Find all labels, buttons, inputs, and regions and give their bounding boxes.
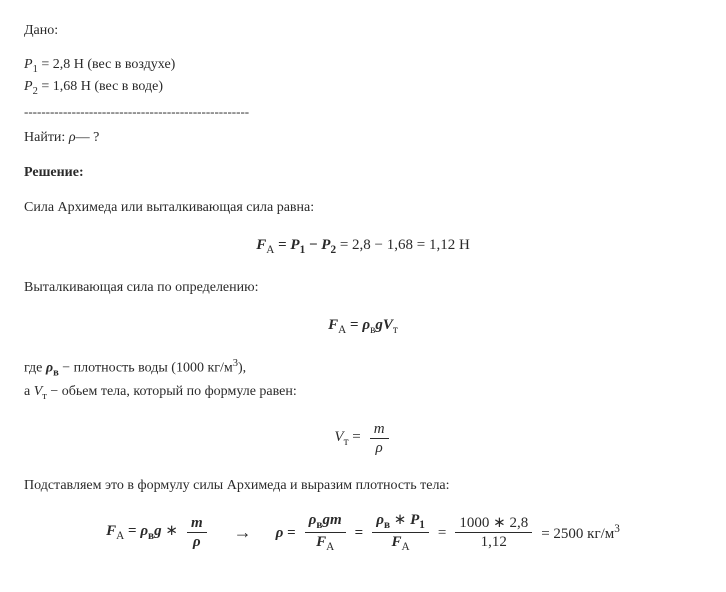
arrow-icon: → [234,519,252,546]
p-symbol: P [24,79,33,94]
where-prefix: где [24,361,46,376]
eq1-eq: = [274,237,290,253]
eq4-den2: F [316,534,326,550]
line-definition: Выталкивающая сила по определению: [24,277,702,298]
eq4-frac3: ρв ∗ P1 FА [372,512,429,554]
eq4-num3a: ρ [376,512,384,528]
eq3-frac: m ρ [370,421,389,457]
equation-2: FА = ρвgVт [24,314,702,339]
eq4-num4: 1000 ∗ 2,8 [455,515,532,534]
where2-prefix: a [24,384,34,399]
eq1-p1: P [290,237,299,253]
eq3-den: ρ [370,439,389,457]
eq4-den4: 1,12 [455,533,532,551]
eq3-num: m [370,421,389,440]
equation-4: FА = ρвg ∗ m ρ → ρ = ρвgm FА = ρв ∗ P1 F… [24,512,702,554]
line-archimedes: Сила Архимеда или выталкивающая сила рав… [24,197,702,218]
find-var: ρ [69,130,76,145]
eq4-den3: F [391,534,401,550]
eq1-minus: − [305,237,321,253]
solution-label: Решение: [24,162,702,183]
where-close: ), [238,361,246,376]
p-symbol: P [24,57,33,72]
find-line: Найти: ρ— ? [24,127,702,148]
equation-3: Vт = m ρ [24,421,702,457]
eq4-frac2: ρвgm FА [305,512,346,554]
eq4-num1: m [187,515,207,534]
p2-line: P2 = 1,68 Н (вес в воде) [24,77,702,99]
eq4-eq2: = [283,525,295,541]
eq4-eq3: = [355,522,364,545]
Vt: V [34,384,43,399]
eq1-F: F [256,237,266,253]
eq2-rho: ρ [362,317,370,333]
eq4-num2b: g [322,512,330,528]
eq4-num2c: m [330,512,342,528]
eq4-d3asub: А [402,541,410,553]
eq4-d2asub: А [326,541,334,553]
eq2-tsub: т [393,324,398,336]
eq2-eq: = [346,317,362,333]
given-label: Дано: [24,20,702,41]
divider-line: ----------------------------------------… [24,102,702,122]
find-rest: — ? [76,130,100,145]
where-line-2: a Vт − обьем тела, который по формуле ра… [24,381,702,405]
eq4-frac1: m ρ [187,515,207,551]
eq4-den1: ρ [187,533,207,551]
line-substitute: Подставляем это в формулу силы Архимеда … [24,475,702,496]
eq4-sub1: 1 [419,519,425,531]
where-rest: − плотность воды (1000 кг/м [59,361,233,376]
p1-line: P1 = 2,8 Н (вес в воздухе) [24,55,702,77]
find-prefix: Найти: [24,130,69,145]
eq4-star: ∗ [162,523,178,539]
eq4-asub: А [116,530,124,542]
eq2-g: g [375,317,383,333]
eq4-frac4: 1000 ∗ 2,8 1,12 [455,515,532,551]
eq4-num3b: ∗ [390,512,410,528]
where2-rest: − обьем тела, который по формуле равен: [47,384,297,399]
eq4-num3c: P [410,512,419,528]
where-line-1: где ρв − плотность воды (1000 кг/м3), [24,357,702,381]
eq4-eq5: = 2500 кг/м [541,526,614,542]
eq3-V: V [334,429,343,445]
eq2-F: F [328,317,338,333]
eq4-rho: ρ [140,523,148,539]
eq4-eq: = [124,523,140,539]
eq2-V: V [383,317,393,333]
eq4-F: F [106,523,116,539]
eq1-rest: = 2,8 − 1,68 = 1,12 Н [336,237,470,253]
p1-rest: = 2,8 Н (вес в воздухе) [38,57,176,72]
eq4-cube: 3 [614,523,620,535]
equation-1: FА = P1 − P2 = 2,8 − 1,68 = 1,12 Н [24,234,702,259]
eq3-eq: = [349,429,361,445]
eq4-eq4: = [438,522,446,545]
eq4-g: g [154,523,162,539]
p2-rest: = 1,68 Н (вес в воде) [38,79,163,94]
